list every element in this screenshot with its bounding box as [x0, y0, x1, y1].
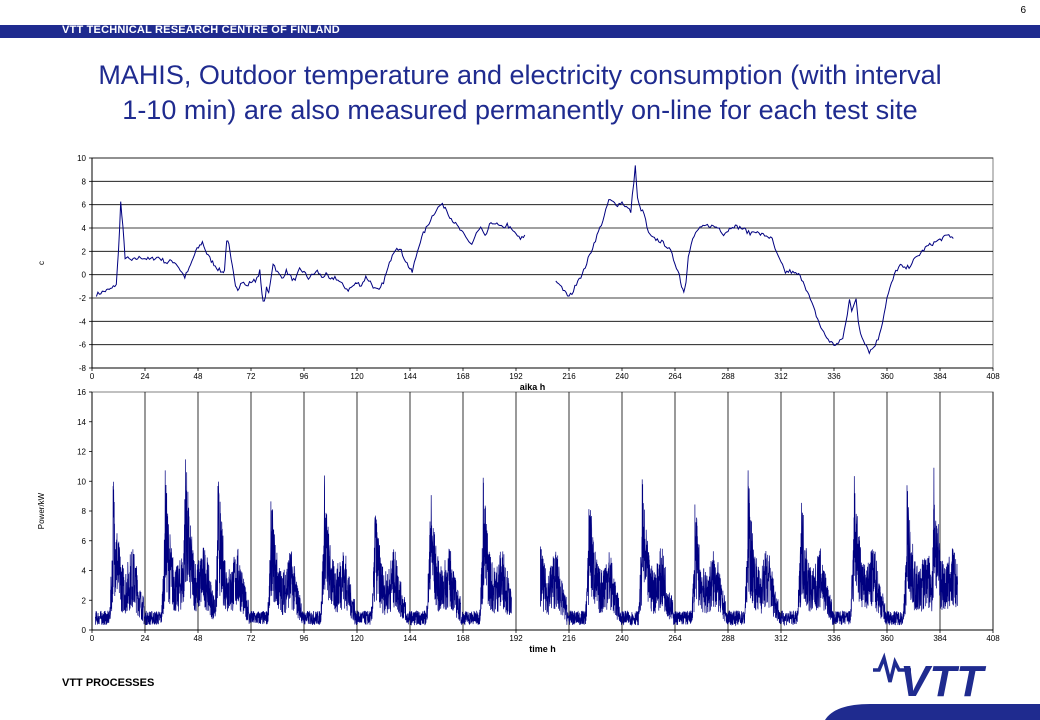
temp-xtick-label: 312: [774, 372, 788, 381]
logo-swoosh: [825, 704, 1040, 720]
temp-ytick-label: -4: [79, 317, 87, 326]
temp-xtick-label: 264: [668, 372, 682, 381]
temp-xtick-label: 120: [350, 372, 364, 381]
temp-xtick-label: 72: [247, 372, 256, 381]
temp-ytick-label: 2: [82, 247, 87, 256]
power-ytick-label: 8: [82, 507, 87, 516]
temp-plot-area: [91, 157, 994, 369]
power-ytick-label: 16: [77, 388, 86, 397]
power-xtick-label: 360: [880, 634, 894, 643]
temp-xtick-label: 96: [300, 372, 309, 381]
power-xtick-label: 48: [194, 634, 203, 643]
power-ytick-label: 2: [82, 596, 87, 605]
power-xtick-label: 336: [827, 634, 841, 643]
temp-xtick-label: 384: [933, 372, 947, 381]
temp-y-axis-title: c: [37, 261, 46, 265]
power-ytick-label: 14: [77, 418, 86, 427]
temp-ytick-label: 4: [82, 224, 87, 233]
vtt-logo: VTT: [825, 652, 1040, 720]
page-number: 6: [1020, 5, 1026, 16]
power-xtick-label: 240: [615, 634, 629, 643]
power-xtick-label: 120: [350, 634, 364, 643]
power-ytick-label: 10: [77, 477, 86, 486]
power-xtick-label: 264: [668, 634, 682, 643]
temp-ytick-label: 10: [77, 154, 86, 163]
temperature-line-segment-1: [95, 201, 526, 302]
power-xtick-label: 192: [509, 634, 523, 643]
power-xtick-label: 384: [933, 634, 947, 643]
power-ytick-label: 0: [82, 626, 87, 635]
temp-ytick-label: -8: [79, 364, 87, 373]
temp-xtick-label: 216: [562, 372, 576, 381]
temp-ytick-label: 8: [82, 177, 87, 186]
power-xtick-label: 312: [774, 634, 788, 643]
temp-xtick-label: 168: [456, 372, 470, 381]
org-name: VTT TECHNICAL RESEARCH CENTRE OF FINLAND: [62, 24, 340, 36]
slide-title: MAHIS, Outdoor temperature and electrici…: [98, 60, 942, 125]
power-xtick-label: 96: [300, 634, 309, 643]
header-bar: VTT TECHNICAL RESEARCH CENTRE OF FINLAND: [0, 24, 1040, 38]
temp-xtick-label: 360: [880, 372, 894, 381]
temp-xtick-label: 48: [194, 372, 203, 381]
power-y-axis-title: Power/kW: [37, 492, 46, 529]
power-xtick-label: 168: [456, 634, 470, 643]
power-xtick-label: 288: [721, 634, 735, 643]
power-series-line: [94, 459, 958, 627]
power-xtick-label: 72: [247, 634, 256, 643]
temp-ytick-label: 0: [82, 271, 87, 280]
power-ytick-label: 4: [82, 567, 87, 576]
temp-xtick-label: 408: [986, 372, 1000, 381]
power-xtick-label: 24: [141, 634, 150, 643]
temp-x-axis-title: aika h: [520, 382, 546, 392]
power-xtick-label: 408: [986, 634, 1000, 643]
power-xtick-label: 144: [403, 634, 417, 643]
temperature-line-segment-2: [555, 165, 954, 355]
temp-xtick-label: 288: [721, 372, 735, 381]
logo-wave: [873, 652, 911, 683]
temp-xtick-label: 336: [827, 372, 841, 381]
temp-xtick-label: 240: [615, 372, 629, 381]
temp-ytick-label: 6: [82, 201, 87, 210]
logo-text: VTT: [900, 657, 986, 706]
temp-ytick-label: -2: [79, 294, 87, 303]
power-ytick-label: 6: [82, 537, 87, 546]
footer-label: VTT PROCESSES: [62, 677, 155, 689]
power-xtick-label: 0: [90, 634, 95, 643]
power-x-axis-title: time h: [529, 644, 556, 654]
temp-xtick-label: 24: [141, 372, 150, 381]
power-xtick-label: 216: [562, 634, 576, 643]
power-ytick-label: 12: [77, 448, 86, 457]
temp-xtick-label: 192: [509, 372, 523, 381]
temp-xtick-label: 144: [403, 372, 417, 381]
temp-ytick-label: -6: [79, 341, 87, 350]
temp-xtick-label: 0: [90, 372, 95, 381]
